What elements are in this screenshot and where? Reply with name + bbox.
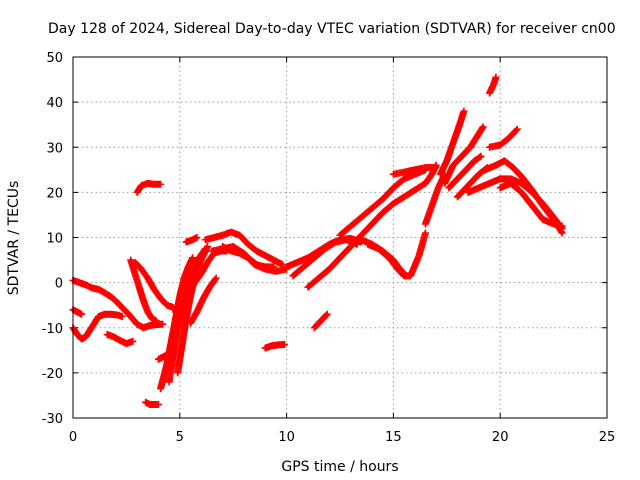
y-tick-label: -10 [42, 322, 63, 337]
series-track-t [261, 340, 288, 352]
plot-frame [72, 56, 608, 419]
series-track-af [441, 123, 487, 187]
x-tick-label: 15 [385, 430, 402, 445]
series-track-ad [421, 161, 440, 187]
data-point [558, 222, 566, 230]
data-point [212, 274, 220, 282]
y-tick-label: 30 [46, 141, 63, 156]
series-track-i [142, 398, 162, 408]
series-track-y [310, 310, 331, 332]
series-track-p [182, 234, 201, 246]
y-axis-label: SDTVAR / TECUs [6, 181, 22, 296]
data-point [513, 125, 521, 133]
data-point [492, 73, 500, 81]
data-point [432, 161, 440, 169]
series-track-a [69, 276, 147, 332]
series-track-ae [436, 107, 468, 178]
series-track-ab [389, 164, 440, 178]
series-track-ag [445, 152, 485, 192]
series-track-e [127, 256, 160, 325]
series-track-f [131, 258, 177, 311]
series-track-q [201, 228, 286, 269]
data-point [211, 275, 219, 283]
series-track-x [336, 166, 429, 239]
series-track-b [69, 306, 86, 318]
x-axis-label: GPS time / hours [281, 459, 398, 475]
data-point [322, 311, 330, 319]
data-point [159, 320, 167, 328]
y-tick-label: 10 [46, 232, 63, 247]
series-track-o [154, 351, 171, 363]
data-point [193, 234, 201, 241]
series-track-c [69, 310, 126, 343]
data-point [280, 340, 288, 348]
data-point [157, 180, 165, 188]
series-track-am [496, 179, 566, 230]
x-tick-label: 20 [492, 430, 509, 445]
series-track-l [174, 243, 212, 377]
y-tick-label: 40 [46, 96, 63, 111]
data-point [476, 153, 484, 161]
x-tick-label: 10 [278, 430, 295, 445]
data-point [479, 123, 487, 131]
data-point [204, 243, 212, 251]
data-point [323, 310, 331, 318]
chart-title: Day 128 of 2024, Sidereal Day-to-day VTE… [48, 21, 616, 37]
series-track-g [139, 320, 167, 332]
data-point [512, 126, 520, 134]
data-point [78, 310, 86, 318]
data-point [421, 229, 429, 237]
series-track-d [103, 331, 137, 348]
data-marks [69, 73, 566, 408]
data-point [163, 351, 171, 359]
data-point [118, 312, 126, 320]
data-point [477, 152, 485, 160]
series-track-aa [364, 229, 429, 280]
series-track-n [186, 274, 220, 327]
axis-ticks: 0 5 10 15 20 25 -30 -20 -10 0 10 20 30 40 50 [42, 51, 616, 445]
y-tick-label: 20 [46, 186, 63, 201]
x-tick-label: 0 [69, 430, 77, 445]
data-point [460, 107, 468, 115]
y-tick-label: 50 [46, 51, 63, 66]
x-tick-label: 25 [599, 430, 616, 445]
x-tick-label: 5 [176, 430, 184, 445]
y-tick-label: -20 [42, 367, 63, 382]
y-tick-label: -30 [42, 412, 63, 427]
y-tick-label: 0 [55, 277, 63, 292]
series-track-aj [486, 73, 500, 97]
data-point [129, 337, 137, 345]
data-point [558, 229, 566, 237]
series-track-ak [486, 125, 521, 151]
data-point [154, 400, 162, 408]
series-track-s [208, 243, 291, 275]
series-track-h [133, 179, 165, 196]
data-point [189, 254, 197, 262]
